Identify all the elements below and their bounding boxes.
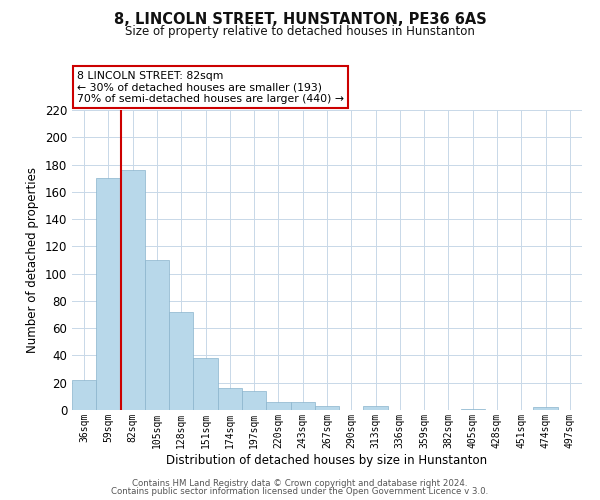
Bar: [96, 178, 121, 410]
Bar: [218, 388, 242, 410]
Text: Size of property relative to detached houses in Hunstanton: Size of property relative to detached ho…: [125, 25, 475, 38]
Bar: [72, 380, 96, 410]
X-axis label: Distribution of detached houses by size in Hunstanton: Distribution of detached houses by size …: [166, 454, 488, 466]
Bar: [315, 406, 339, 410]
Text: 8, LINCOLN STREET, HUNSTANTON, PE36 6AS: 8, LINCOLN STREET, HUNSTANTON, PE36 6AS: [113, 12, 487, 28]
Bar: [121, 170, 145, 410]
Y-axis label: Number of detached properties: Number of detached properties: [26, 167, 39, 353]
Bar: [461, 408, 485, 410]
Text: Contains HM Land Registry data © Crown copyright and database right 2024.: Contains HM Land Registry data © Crown c…: [132, 478, 468, 488]
Bar: [533, 408, 558, 410]
Bar: [145, 260, 169, 410]
Bar: [290, 402, 315, 410]
Bar: [193, 358, 218, 410]
Bar: [242, 391, 266, 410]
Bar: [266, 402, 290, 410]
Text: 8 LINCOLN STREET: 82sqm
← 30% of detached houses are smaller (193)
70% of semi-d: 8 LINCOLN STREET: 82sqm ← 30% of detache…: [77, 71, 344, 104]
Text: Contains public sector information licensed under the Open Government Licence v : Contains public sector information licen…: [112, 487, 488, 496]
Bar: [364, 406, 388, 410]
Bar: [169, 312, 193, 410]
